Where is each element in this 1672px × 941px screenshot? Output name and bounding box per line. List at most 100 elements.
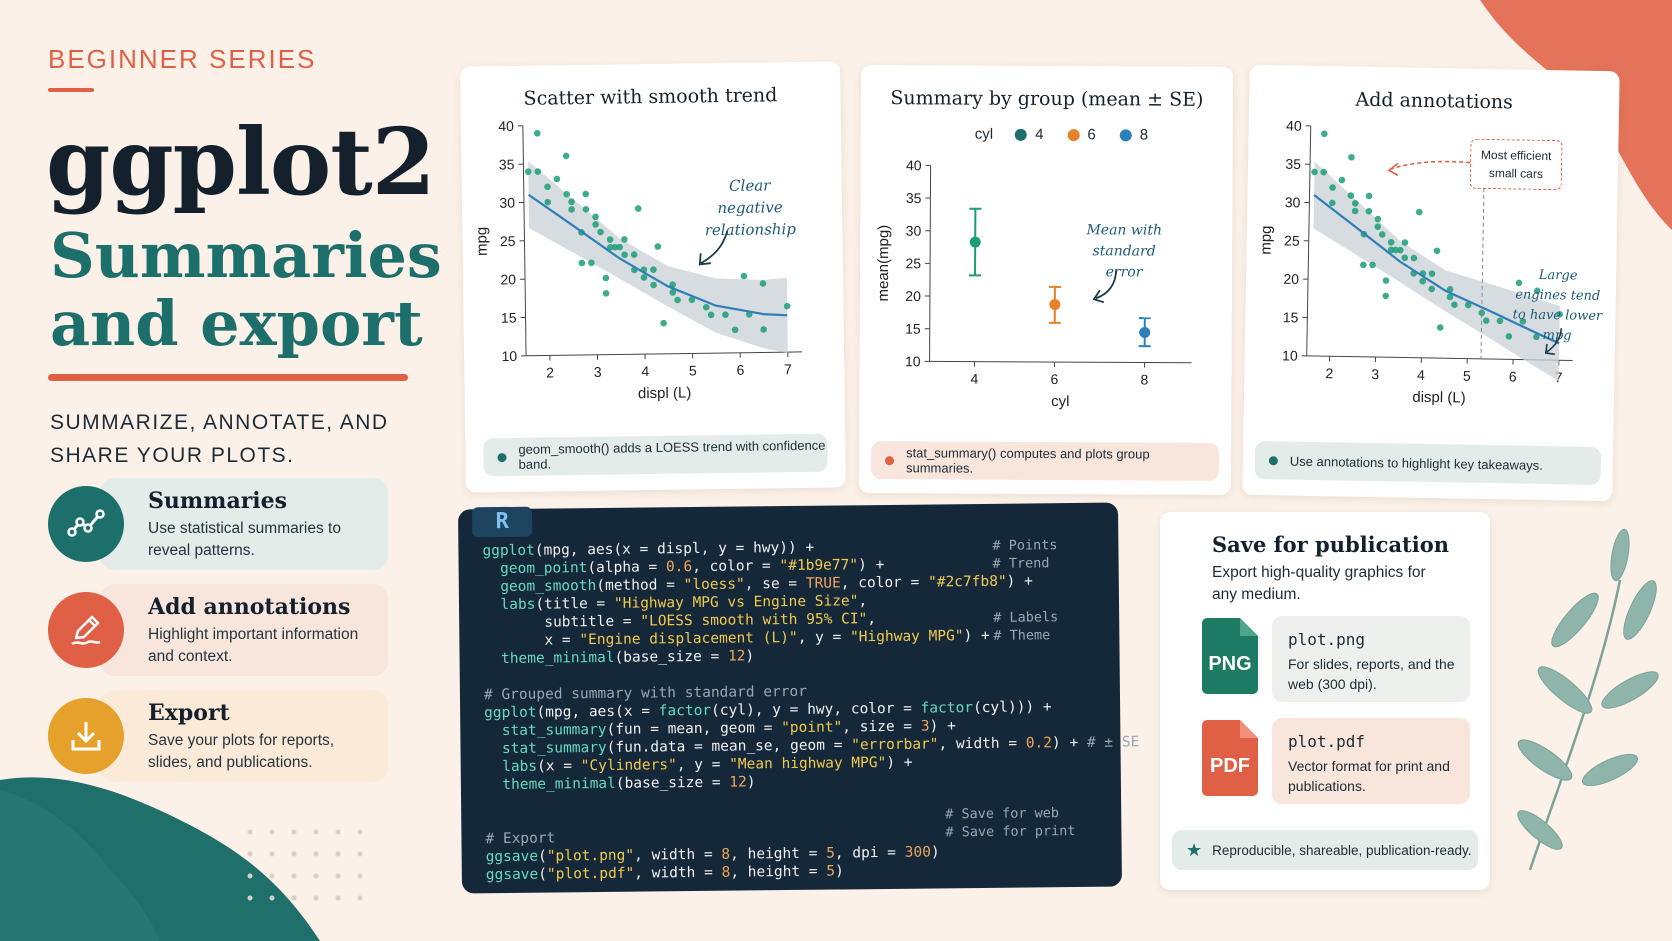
legend-swatch	[1119, 128, 1132, 141]
x-tick-label: 4	[1417, 367, 1425, 383]
code-line: labs(x = "Cylinders", y = "Mean highway …	[502, 754, 913, 776]
data-point	[1382, 292, 1390, 300]
data-point	[563, 190, 570, 198]
file-tile-png: plot.png For slides, reports, and the we…	[1272, 616, 1470, 702]
panel-title: Summary by group (mean ± SE)	[890, 87, 1204, 111]
y-tick-label: 15	[1283, 309, 1299, 325]
r-language-badge: R	[471, 506, 533, 538]
data-point	[1369, 261, 1376, 269]
caption-text: stat_summary() computes and plots group …	[905, 445, 1150, 476]
data-point	[740, 272, 748, 280]
data-point	[1428, 285, 1436, 293]
data-point	[578, 259, 586, 267]
legend-label: 8	[1139, 126, 1149, 144]
code-line: theme_minimal(base_size = 12)	[500, 648, 755, 668]
data-point	[731, 326, 739, 334]
data-point	[688, 296, 696, 304]
feature-title: Summaries	[148, 488, 288, 514]
code-comment: # Save for web	[945, 805, 1060, 823]
data-point	[1329, 199, 1336, 207]
code-line: ggplot(mpg, aes(x = factor(cyl), y = hwy…	[484, 699, 1052, 722]
data-point	[707, 311, 715, 319]
data-point	[1348, 153, 1355, 161]
panel-scatter-smooth: Scatter with smooth trend 10 15 20 25 30 35 40…	[460, 61, 846, 493]
data-point	[1387, 246, 1395, 254]
y-tick-label: 25	[1284, 232, 1300, 248]
data-point	[760, 326, 767, 333]
feature-description: Use statistical summaries to reveal patt…	[148, 520, 341, 559]
caption-pill: Use annotations to highlight key takeawa…	[1254, 440, 1602, 485]
star-icon: ★	[1186, 839, 1203, 860]
data-point	[1401, 239, 1409, 246]
data-point	[660, 319, 667, 327]
data-point	[588, 259, 595, 267]
file-description: For slides, reports, and the web (300 dp…	[1288, 656, 1455, 692]
y-tick-label: 40	[498, 118, 514, 134]
bullet-dot-icon	[885, 455, 895, 465]
x-tick-label: 6	[1509, 368, 1517, 384]
data-point	[592, 221, 599, 228]
x-tick-label: 3	[594, 364, 602, 380]
x-tick-label: 8	[1141, 371, 1149, 387]
box-annotation: Most efficient small cars	[1469, 138, 1563, 191]
caption-text: geom_smooth() adds a LOESS trend with co…	[518, 437, 826, 472]
data-point	[1496, 317, 1504, 325]
data-point	[640, 274, 648, 281]
y-tick-label: 25	[905, 255, 921, 271]
pdf-file-icon: PDF	[1202, 720, 1258, 796]
scatter-chart: 10 15 20 25 30 35 40 2 3 4 5 6 7 displ (L) mpg	[473, 118, 803, 402]
mean-point	[1049, 299, 1061, 311]
data-point	[1382, 277, 1390, 284]
data-point	[1505, 333, 1513, 340]
y-tick-label: 30	[906, 223, 922, 239]
data-point	[544, 183, 551, 191]
legend-label: 4	[1035, 125, 1044, 143]
x-tick-label: 5	[1463, 368, 1471, 384]
confidence-band	[1313, 161, 1560, 381]
leaf-branch-decoration	[1517, 528, 1659, 871]
footer-pill: ★ Reproducible, shareable, publication-r…	[1172, 830, 1478, 870]
annotation-arrow	[698, 230, 729, 266]
code-line: labs(title = "Highway MPG vs Engine Size…	[500, 593, 868, 614]
legend-title: cyl	[974, 125, 994, 143]
y-tick-label: 35	[499, 156, 515, 172]
data-point	[783, 302, 791, 310]
legend-swatch	[1067, 128, 1080, 141]
tagline: SUMMARIZE, ANNOTATE, AND SHARE YOUR PLOT…	[50, 411, 389, 467]
y-tick-label: 10	[1282, 347, 1298, 363]
x-axis-label: displ (L)	[638, 384, 692, 402]
x-tick-label: 4	[971, 371, 979, 387]
data-point	[616, 243, 624, 251]
y-tick-label: 15	[501, 310, 517, 326]
data-point	[759, 280, 767, 287]
data-point	[602, 290, 610, 297]
y-tick-label: 40	[906, 157, 922, 173]
feature-title: Add annotations	[148, 594, 351, 620]
errorbar-chart: 10 15 20 25 30 35 40 4 6 8 cyl mean(mpg)	[875, 157, 1192, 410]
data-point	[1451, 301, 1458, 309]
data-point	[524, 168, 532, 176]
smooth-line	[1313, 194, 1560, 345]
feature-description: Highlight important information and cont…	[148, 626, 359, 665]
data-point	[1311, 168, 1318, 176]
code-line: # Grouped summary with standard error	[483, 683, 808, 704]
x-tick-label: 7	[1555, 369, 1563, 385]
x-tick-label: 3	[1371, 366, 1379, 382]
code-comment: # Labels	[993, 609, 1059, 626]
series-underline	[48, 88, 94, 92]
file-name: plot.pdf	[1288, 732, 1366, 751]
y-tick-label: 25	[500, 233, 516, 249]
png-file-icon: PNG	[1202, 618, 1258, 694]
data-point	[722, 311, 729, 318]
confidence-band	[528, 161, 788, 353]
feature-annotations: Add annotations Highlight important info…	[48, 584, 388, 676]
code-line: ggsave("plot.png", width = 8, height = 5…	[485, 844, 940, 866]
data-point	[1533, 287, 1541, 295]
y-axis-label: mpg	[1257, 225, 1275, 254]
code-line: # Export	[485, 830, 556, 848]
data-point	[1338, 176, 1346, 184]
data-point	[611, 243, 619, 251]
data-point	[602, 274, 610, 282]
y-tick-label: 15	[905, 321, 921, 337]
y-tick-label: 20	[500, 271, 516, 287]
